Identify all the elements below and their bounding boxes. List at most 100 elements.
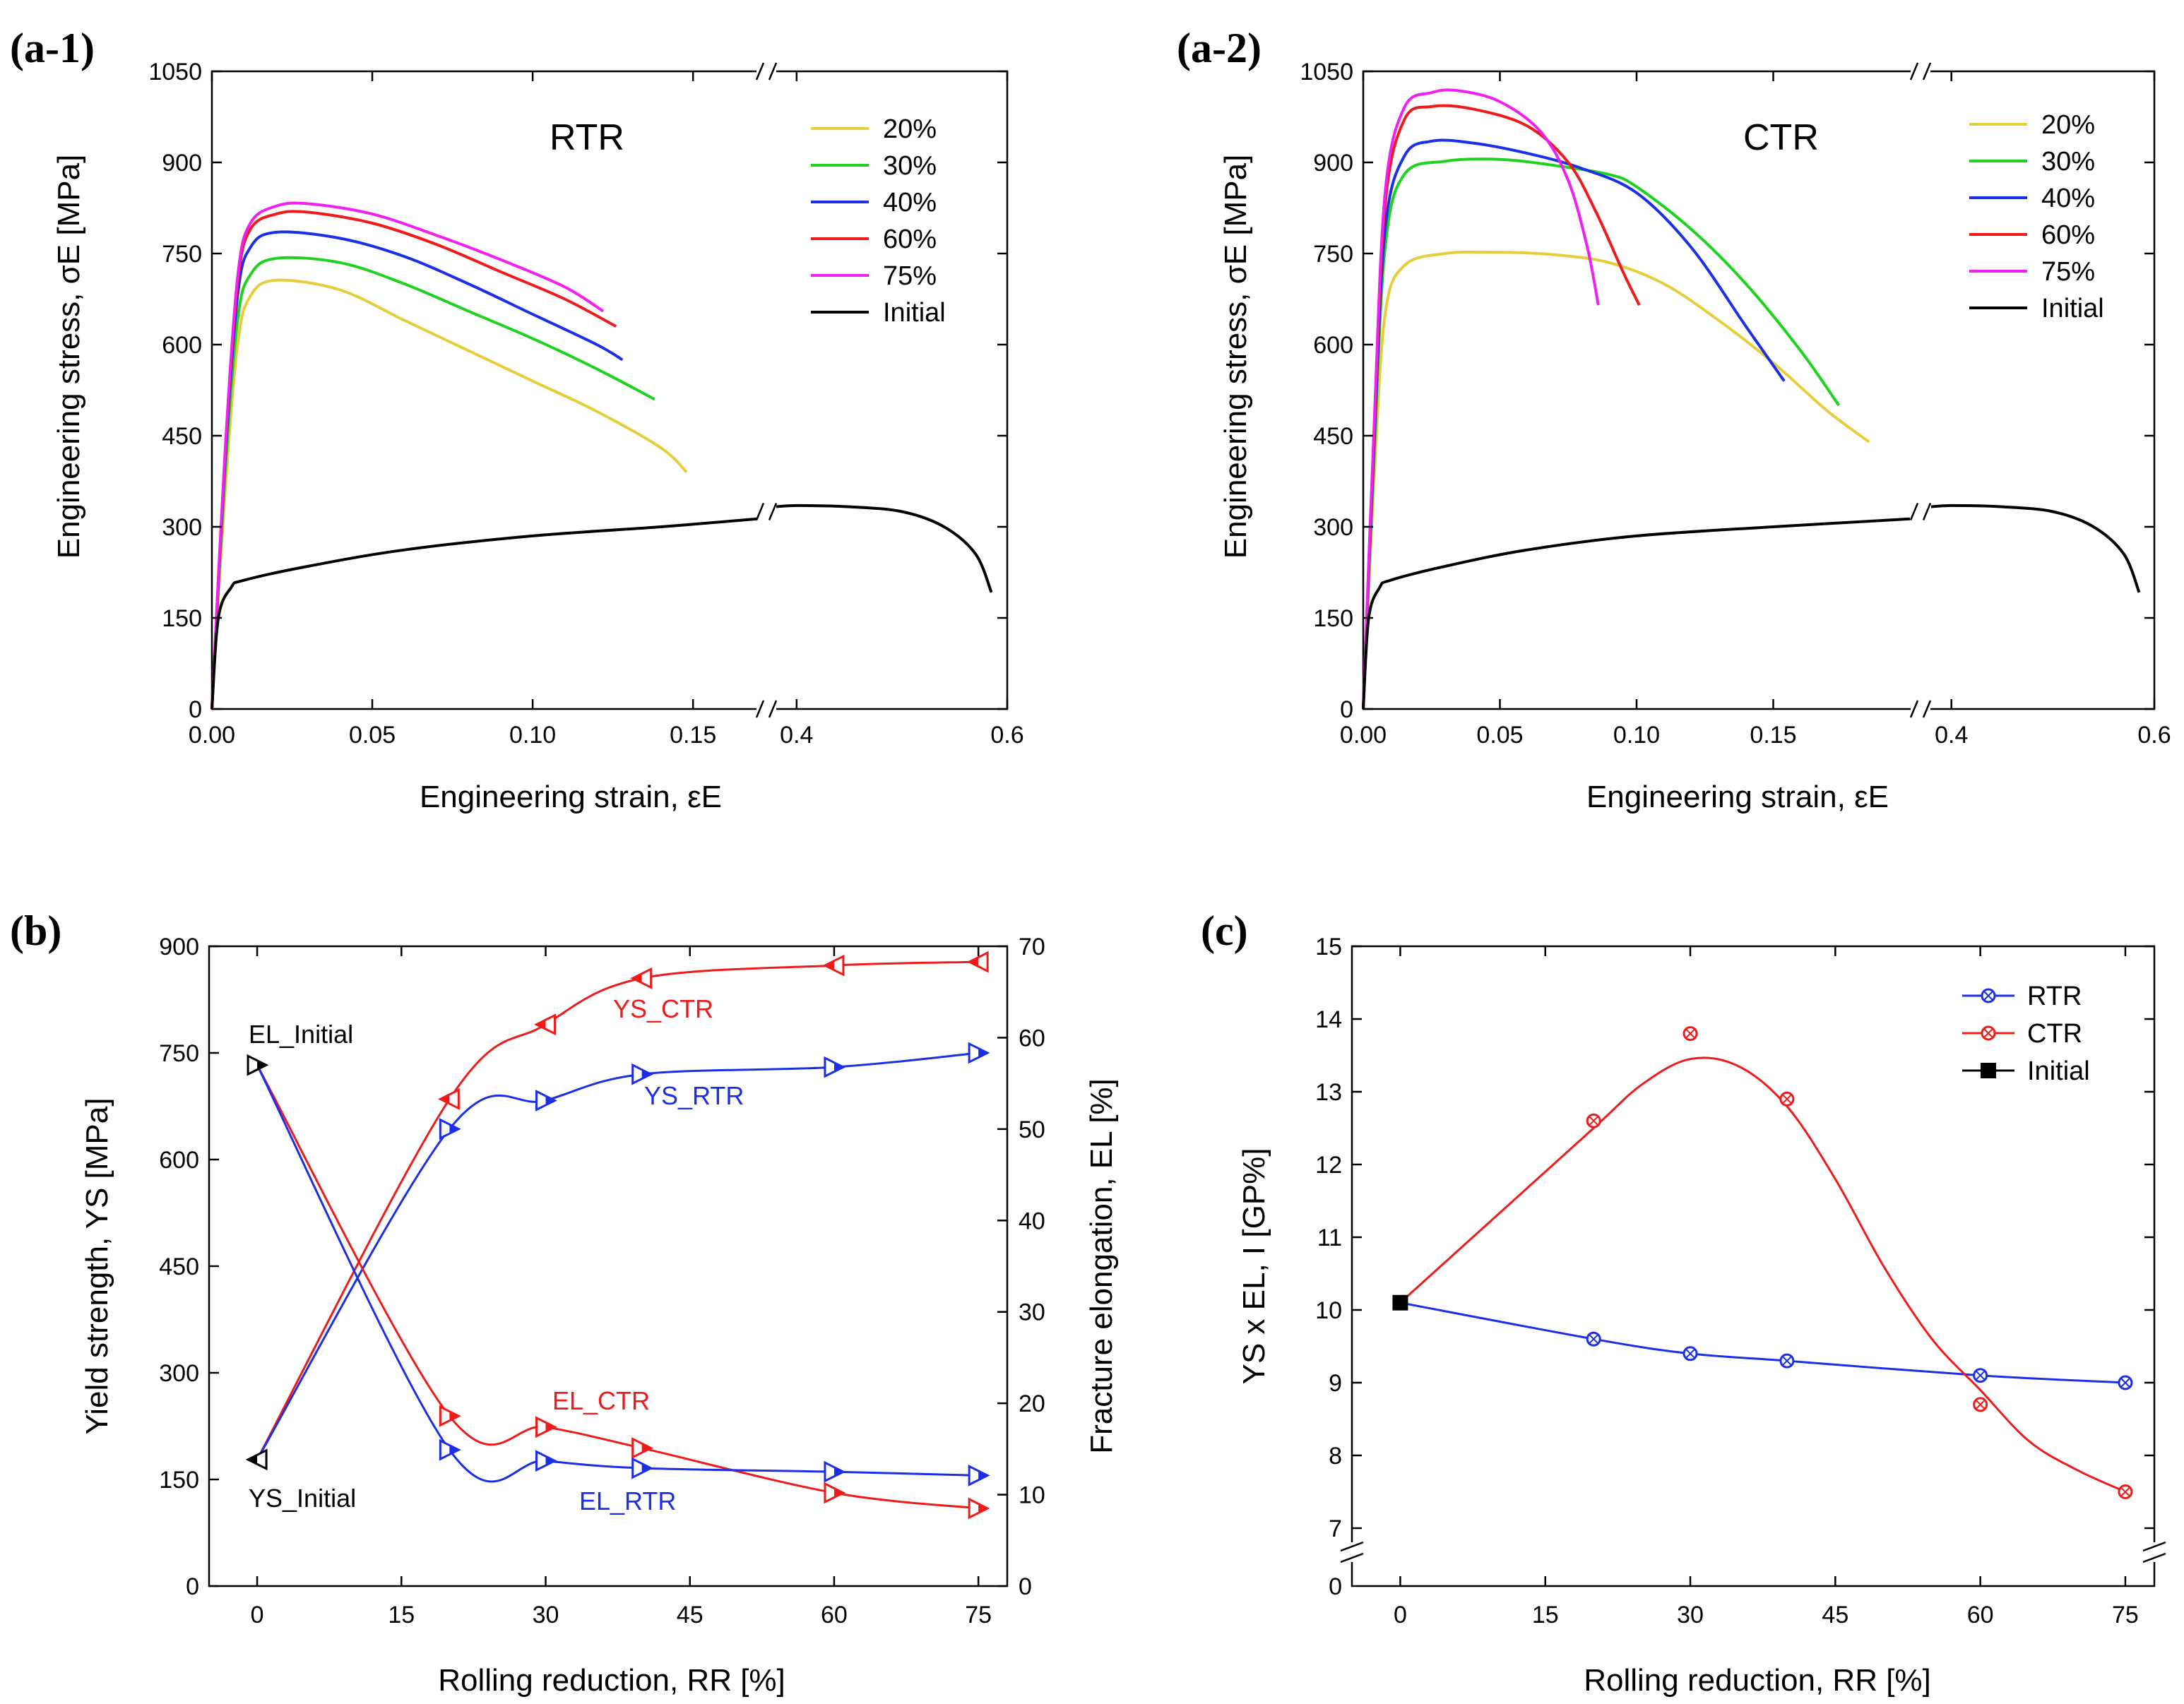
b-marker-EL_CTR-fill [545, 1422, 555, 1432]
c-marker-RTR-x2 [1589, 1334, 1598, 1344]
panel-a1: (a-1) RTR 0 150 300 450 600 750 900 1050 0.00 0.0… [10, 25, 1024, 814]
b-annotation-EL_RTR: EL_RTR [579, 1486, 676, 1515]
c-legend-marker-x2 [1983, 1028, 1993, 1038]
b-ytick-label: 150 [159, 1467, 199, 1494]
b-xtick-label: 15 [388, 1602, 415, 1628]
a1-legend-label: 30% [883, 151, 937, 181]
c-ytick-label: 11 [1317, 1225, 1342, 1251]
b-marker-EL_CTR-fill [449, 1411, 459, 1421]
b-marker-EL_CTR [535, 1416, 557, 1438]
b-xtick-label: 0 [251, 1602, 264, 1628]
a1-break-bottom-slash-1 [755, 700, 765, 718]
b-marker-EL_RTR-fill [449, 1445, 459, 1455]
a1-break-bottom-slash-2 [768, 700, 778, 718]
c-series-CTR [1399, 1056, 2126, 1493]
c-ytick-label: 7 [1329, 1515, 1342, 1542]
b-ytick-label: 750 [159, 1040, 199, 1067]
a1-legend-label: Initial [883, 298, 946, 328]
c-marker-CTR-x2 [1685, 1028, 1695, 1039]
y-axis-title-b: Yield strength, YS [MPa] [80, 1098, 114, 1435]
a1-xtick-label: 0.4 [780, 722, 813, 749]
c-marker-Initial [1392, 1294, 1408, 1311]
panel-c: (c) 7 8 9 10 11 12 13 14 15 0 0 15 30 45 60 75 Rolling … [1201, 907, 2166, 1698]
c-xtick-label: 30 [1677, 1602, 1704, 1628]
c-xtick-label: 15 [1532, 1602, 1559, 1628]
panel-a2: (a-2) CTR 0 150 300 450 600 750 900 1050 0.00 0.0… [1177, 25, 2171, 814]
c-ybreak-slash-a-1 [2142, 1541, 2166, 1552]
a2-ytick-label: 900 [1313, 150, 1353, 177]
c-xtick-label: 75 [2112, 1602, 2139, 1628]
chart-title-a1: RTR [550, 117, 624, 158]
c-ybreak-mask-1 [2143, 1542, 2166, 1562]
b-ytick-right-label: 50 [1019, 1116, 1045, 1143]
x-axis-title-c: Rolling reduction, RR [%] [1584, 1663, 1931, 1698]
a1-xtick-label: 0.00 [189, 722, 235, 749]
c-ytick-label: 12 [1315, 1152, 1342, 1179]
annotations-b: EL_Initial YS_Initial YS_CTR YS_RTR EL_CTR EL… [249, 994, 744, 1515]
b-marker-EL_RTR-fill [833, 1467, 843, 1477]
b-xtick-label: 30 [533, 1602, 559, 1628]
y-axis-right-title-b: Fracture elongation, EL [%] [1084, 1078, 1119, 1454]
c-marker-RTR-x2 [2120, 1378, 2130, 1388]
c-marker-CTR-x2 [1589, 1116, 1598, 1126]
b-marker-YS_RTR [439, 1118, 461, 1140]
b-marker-YS_CTR-fill [632, 973, 642, 983]
a1-series-75pct [210, 201, 605, 710]
a1-series-initial-right [775, 504, 993, 593]
b-marker-EL_RTR-fill [978, 1470, 988, 1480]
a2-break-top-slash-2 [1922, 62, 1932, 81]
ticks-c: 7 8 9 10 11 12 13 14 15 0 0 15 30 45 60 75 [1315, 934, 2154, 1628]
plot-area-a1 [210, 201, 993, 710]
c-xtick-label: 60 [1967, 1602, 1994, 1628]
a1-ytick-label: 600 [162, 332, 202, 359]
c-ytick-label: 10 [1315, 1297, 1342, 1324]
a2-legend-label: 60% [2041, 220, 2095, 250]
a2-legend-label: 75% [2041, 257, 2095, 287]
c-ytick-label: 13 [1315, 1079, 1342, 1106]
c-legend-marker [1981, 1063, 1996, 1078]
a2-break-initial-slash-2 [1922, 503, 1932, 520]
a1-xtick-label: 0.6 [990, 722, 1023, 749]
ticks-a2: 0 150 300 450 600 750 900 1050 0.00 0.05 0.10 0.15 0… [1300, 59, 2171, 749]
a1-legend-label: 40% [883, 188, 937, 218]
a2-ytick-label: 300 [1313, 514, 1353, 541]
a1-break-initial-slash-1 [755, 503, 765, 520]
a2-legend-label: 20% [2041, 110, 2095, 140]
a1-legend-label: 20% [883, 114, 937, 144]
a2-break-bottom-slash-2 [1922, 700, 1932, 718]
b-marker-EL_Initial-fill [257, 1060, 267, 1070]
x-axis-title-a2: Engineering strain, εE [1586, 780, 1889, 814]
c-marker-CTR-x2 [1782, 1094, 1792, 1104]
a1-ytick-label: 450 [162, 423, 202, 450]
ticks-b: 0 150 300 450 600 750 900 0 10 20 30 40 50 60 70 0 15 30 4… [159, 934, 1045, 1628]
c-marker-RTR-x2 [1975, 1370, 1986, 1381]
b-ytick-right-label: 60 [1019, 1025, 1045, 1051]
b-ytick-right-label: 70 [1019, 934, 1045, 960]
b-ytick-label: 900 [159, 934, 199, 960]
c-ybreak-mask-0 [1341, 1542, 1363, 1562]
a2-xtick-label: 0.00 [1340, 722, 1387, 749]
b-annotation-YS_CTR: YS_CTR [613, 994, 713, 1023]
panel-label-a2: (a-2) [1177, 25, 1262, 71]
x-axis-title-b: Rolling reduction, RR [%] [438, 1663, 785, 1698]
b-marker-YS_RTR [535, 1090, 557, 1112]
b-marker-YS_CTR [966, 951, 989, 973]
axes-a1 [210, 61, 1009, 719]
b-ytick-right-label: 30 [1019, 1299, 1045, 1326]
b-marker-YS_RTR-fill [545, 1095, 555, 1105]
b-marker-YS_RTR-fill [833, 1062, 843, 1072]
b-ytick-label: 0 [186, 1573, 199, 1600]
c-ytick-zero-label: 0 [1329, 1573, 1342, 1600]
b-marker-EL_RTR-fill [545, 1456, 555, 1466]
a2-ytick-label: 1050 [1300, 59, 1353, 85]
c-ytick-label: 9 [1329, 1370, 1342, 1397]
c-ytick-label: 8 [1329, 1443, 1342, 1470]
panel-label-c: (c) [1201, 907, 1248, 954]
b-ytick-right-label: 0 [1019, 1573, 1032, 1600]
a2-legend-label: Initial [2041, 294, 2104, 323]
c-marker-CTR-x2 [1975, 1400, 1986, 1410]
a2-series-initial-right [1930, 504, 2141, 593]
c-xtick-label: 0 [1394, 1602, 1407, 1628]
ticks-a1: 0 150 300 450 600 750 900 1050 0.00 0.05 0.10 0.15 0… [148, 59, 1023, 749]
y-axis-title-a2: Engineering stress, σE [MPa] [1218, 155, 1253, 559]
